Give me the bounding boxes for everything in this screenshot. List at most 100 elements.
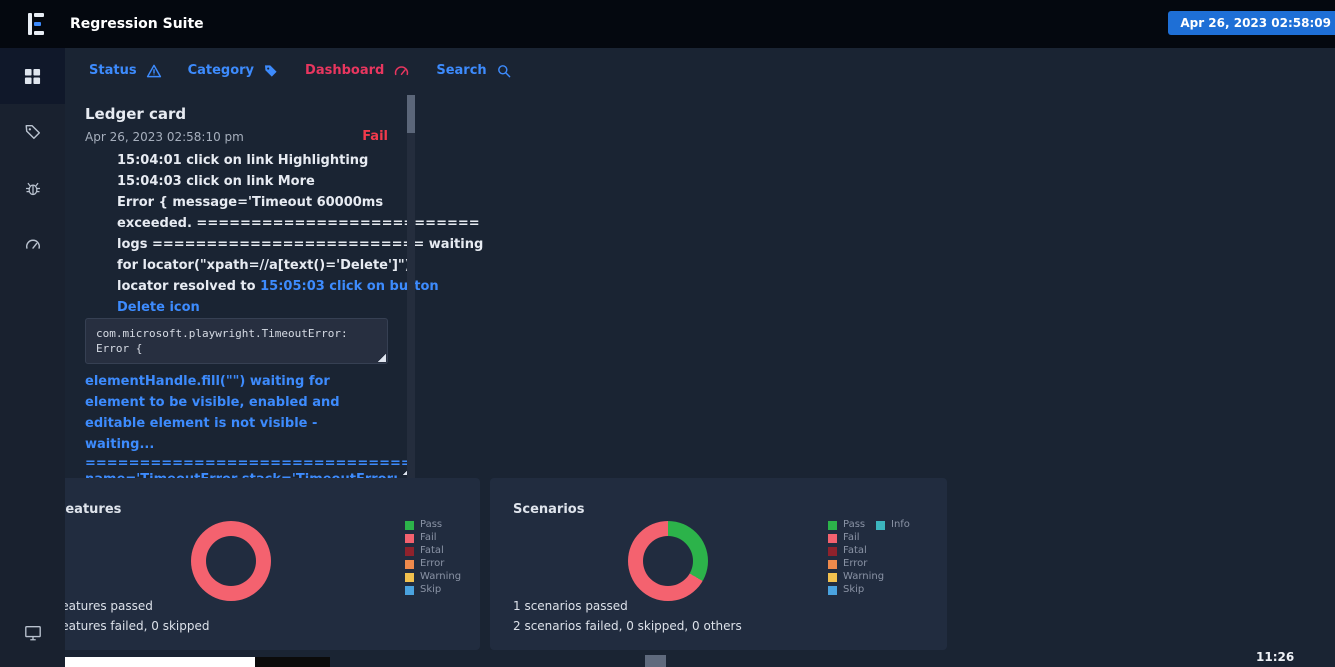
topbar: Regression Suite Apr 26, 2023 02:58:09: [0, 0, 1335, 48]
attachment-preview-dark-region: [255, 657, 330, 667]
legend-label: Fatal: [843, 545, 867, 556]
tab-status-label: Status: [89, 63, 137, 78]
resize-grip-icon[interactable]: [402, 466, 411, 475]
magnifier-icon: [497, 64, 510, 77]
legend-swatch: [828, 585, 837, 595]
sidebar-item-dashboard[interactable]: [0, 216, 65, 272]
legend-item: Pass: [828, 520, 884, 530]
scenarios-failed-line: 2 scenarios failed, 0 skipped, 0 others: [513, 619, 742, 633]
time-label: 11:26: [1256, 650, 1295, 664]
legend-swatch: [828, 572, 837, 582]
tag-icon: [265, 64, 277, 77]
tab-dashboard-label: Dashboard: [305, 63, 385, 78]
legend-label: Pass: [843, 519, 866, 530]
resize-grip-icon[interactable]: [377, 353, 386, 362]
sidebar-item-suites[interactable]: [0, 48, 65, 104]
log-step-text: locator resolved to: [117, 279, 261, 294]
tab-search[interactable]: Search: [436, 62, 511, 79]
log-step: locator resolved to 15:05:03 click on bu…: [117, 276, 439, 297]
tab-category[interactable]: Category: [188, 62, 279, 79]
log-step-text: 15:04:03 click on link More: [117, 174, 315, 189]
test-title: Ledger card: [85, 105, 187, 123]
log-step: Error { message='Timeout 60000ms: [117, 192, 410, 213]
app-title: Regression Suite: [70, 16, 204, 32]
log-step: for locator("xpath=//a[text()='Delete']"…: [117, 255, 411, 276]
legend-item: Fail: [405, 533, 461, 543]
attachment-preview[interactable]: [60, 657, 330, 667]
legend-label: Skip: [420, 584, 442, 595]
monitor-icon: [24, 626, 41, 641]
scenarios-card-title: Scenarios: [513, 502, 585, 517]
scenarios-legend-column-1: Pass Fail Fatal Error Warning Skip: [828, 520, 884, 595]
log-step-text: exceeded. ==========================: [117, 216, 480, 231]
legend-swatch: [828, 546, 837, 556]
tag-icon: [25, 124, 40, 140]
gauge-icon: [25, 239, 40, 249]
log-step-link[interactable]: 15:05:03 click on button: [260, 279, 439, 294]
legend-swatch: [405, 520, 414, 530]
scenarios-legend-column-2: Info: [876, 520, 910, 530]
legend-label: Error: [420, 558, 445, 569]
status-badge: Fail: [362, 129, 388, 144]
legend-swatch: [405, 572, 414, 582]
grid-icon: [24, 68, 41, 84]
log-step-link[interactable]: Delete icon: [117, 300, 200, 315]
log-step: logs ========================= waiting: [117, 234, 483, 255]
warning-triangle-icon: [146, 64, 161, 77]
log-steps: 15:04:01 click on link Highlighting 15:0…: [85, 150, 483, 318]
log-divider: ========================================…: [85, 456, 410, 471]
legend-label: Info: [891, 519, 910, 530]
tab-status[interactable]: Status: [89, 62, 162, 79]
error-code-block: com.microsoft.playwright.TimeoutError: E…: [85, 318, 388, 364]
scrollbar-thumb[interactable]: [407, 95, 415, 133]
legend-item: Skip: [828, 585, 884, 595]
legend-swatch: [405, 546, 414, 556]
tab-dashboard[interactable]: Dashboard: [305, 62, 410, 79]
test-timestamp: Apr 26, 2023 02:58:10 pm: [85, 129, 244, 144]
sidebar-item-defects[interactable]: [0, 160, 65, 216]
features-card-title: Features: [57, 502, 122, 517]
log-step: 15:04:01 click on link Highlighting: [117, 150, 410, 171]
legend-label: Skip: [843, 584, 865, 595]
legend-label: Fatal: [420, 545, 444, 556]
scenarios-donut-chart: [628, 521, 708, 601]
sidebar-item-monitor[interactable]: [0, 605, 65, 661]
scenarios-chart-card: Scenarios Pass Fail Fatal Error Warning …: [490, 478, 947, 650]
legend-swatch: [876, 520, 885, 530]
legend-label: Warning: [843, 571, 885, 582]
legend-swatch: [405, 533, 414, 543]
log-step-text: logs ========================= waiting: [117, 237, 484, 252]
log-step: 15:04:03 click on link More: [117, 171, 410, 192]
legend-item: Warning: [828, 572, 884, 582]
legend-item: Fail: [828, 533, 884, 543]
legend-item: Skip: [405, 585, 461, 595]
features-passed-line: features passed: [57, 599, 153, 613]
log-step: Delete icon: [117, 297, 410, 318]
legend-item: Fatal: [828, 546, 884, 556]
app-logo-icon: [28, 13, 44, 35]
legend-label: Pass: [420, 519, 443, 530]
sidebar: [0, 48, 65, 667]
features-chart-card: Features Pass Fail Fatal Error Warning S…: [37, 478, 480, 650]
legend-label: Fail: [843, 532, 860, 543]
gauge-icon: [395, 66, 409, 76]
test-meta-row: Apr 26, 2023 02:58:10 pm Fail: [85, 129, 410, 144]
scenarios-summary: 1 scenarios passed 2 scenarios failed, 0…: [513, 596, 742, 636]
datetime-badge: Apr 26, 2023 02:58:09: [1168, 11, 1335, 35]
scenarios-passed-line: 1 scenarios passed: [513, 599, 628, 613]
legend-swatch: [405, 559, 414, 569]
vertical-scrollbar[interactable]: [407, 95, 415, 478]
test-log-panel: Ledger card Apr 26, 2023 02:58:10 pm Fai…: [85, 105, 483, 487]
log-step: exceeded. ==========================: [117, 213, 480, 234]
tab-search-label: Search: [436, 63, 487, 78]
app-logo[interactable]: [24, 10, 48, 38]
legend-item: Error: [828, 559, 884, 569]
log-step-text: Error { message='Timeout 60000ms: [117, 195, 384, 210]
legend-item: Info: [876, 520, 910, 530]
legend-item: Pass: [405, 520, 461, 530]
sidebar-item-categories[interactable]: [0, 104, 65, 160]
log-step-text: 15:04:01 click on link Highlighting: [117, 153, 369, 168]
legend-label: Warning: [420, 571, 462, 582]
scrollbar-thumb[interactable]: [645, 655, 666, 667]
legend-item: Warning: [405, 572, 461, 582]
